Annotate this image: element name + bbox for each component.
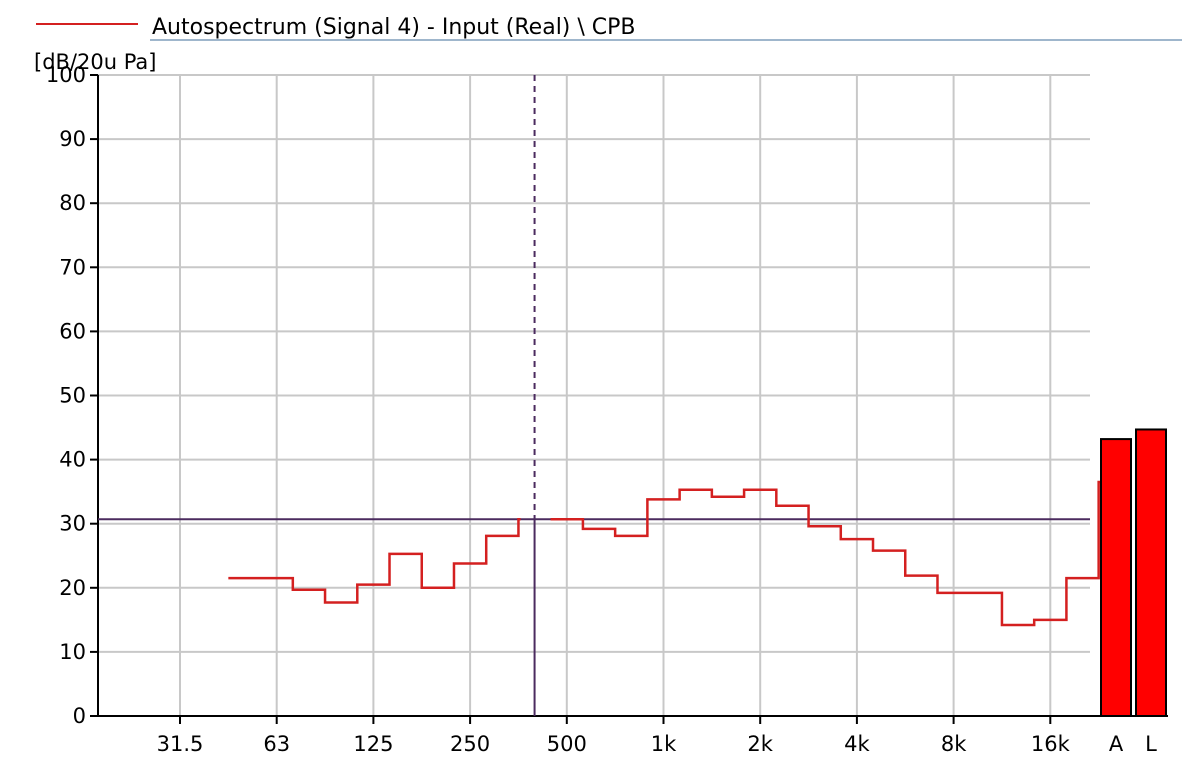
y-tick-label: 10 [59, 640, 86, 664]
y-tick-label: 40 [59, 448, 86, 472]
y-axis-unit-label: [dB/20u Pa] [34, 50, 157, 74]
y-tick-label: 100 [46, 63, 86, 87]
overall-bar-l [1135, 428, 1167, 717]
x-tick-label: 125 [353, 732, 393, 756]
y-tick-label: 20 [59, 576, 86, 600]
y-tick-label: 0 [73, 704, 86, 728]
overall-bar-label: A [1109, 732, 1124, 756]
y-tick-label: 80 [59, 191, 86, 215]
x-tick-label: 250 [450, 732, 490, 756]
x-tick-label: 1k [651, 732, 677, 756]
autospectrum-trace [228, 480, 1131, 627]
y-tick-label: 30 [59, 512, 86, 536]
legend-label: Autospectrum (Signal 4) - Input (Real) \… [152, 15, 636, 40]
overall-bar-a [1100, 438, 1132, 717]
y-tick-label: 50 [59, 384, 86, 408]
x-tick-label: 63 [263, 732, 290, 756]
legend: Autospectrum (Signal 4) - Input (Real) \… [36, 15, 1182, 41]
overall-bar-label: L [1145, 732, 1157, 756]
plot-area: 0 10 20 30 40 50 60 70 80 90 100 31.5 63 125 250 500 1k 2… [46, 63, 1168, 756]
y-tick-label: 70 [59, 255, 86, 279]
x-tick-label: 16k [1031, 732, 1071, 756]
x-tick-label: 8k [941, 732, 967, 756]
y-tick-label: 90 [59, 127, 86, 151]
x-tick-label: 4k [844, 732, 870, 756]
x-tick-label: 2k [747, 732, 773, 756]
x-tick-label: 500 [547, 732, 587, 756]
y-tick-label: 60 [59, 319, 86, 343]
x-tick-label: 31.5 [157, 732, 204, 756]
